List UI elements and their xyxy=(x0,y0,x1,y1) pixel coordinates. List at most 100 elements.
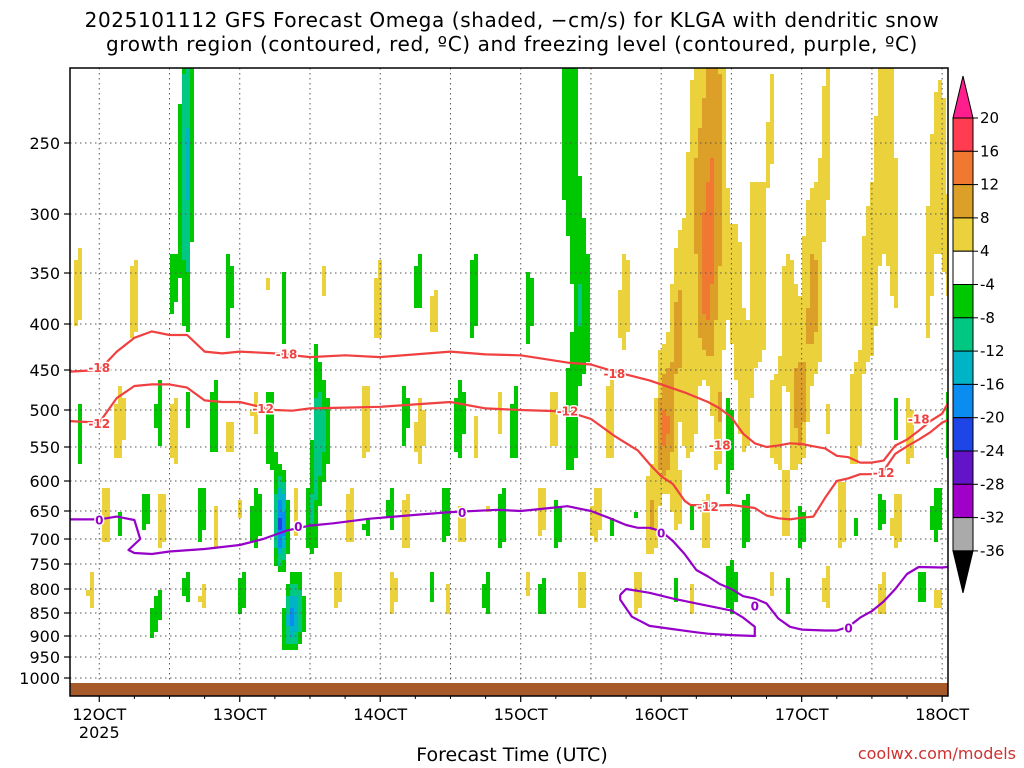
omega-cell xyxy=(318,470,322,476)
omega-cell xyxy=(678,356,682,362)
omega-cell xyxy=(486,596,490,602)
omega-cell xyxy=(178,170,182,176)
omega-cell xyxy=(566,374,570,380)
omega-cell xyxy=(894,170,898,176)
omega-cell xyxy=(474,254,478,260)
omega-cell xyxy=(514,404,518,410)
omega-cell xyxy=(374,314,378,320)
omega-cell xyxy=(690,404,694,410)
omega-cell xyxy=(718,158,722,164)
omega-cell xyxy=(938,194,942,200)
credit-link[interactable]: coolwx.com/models xyxy=(857,744,1016,763)
omega-cell xyxy=(826,590,830,596)
omega-cell xyxy=(366,428,370,434)
omega-cell xyxy=(714,146,718,152)
omega-cell xyxy=(698,374,702,380)
omega-cell xyxy=(666,368,670,374)
omega-cell xyxy=(658,464,662,470)
omega-cell xyxy=(722,128,726,134)
omega-cell xyxy=(578,236,582,242)
omega-cell xyxy=(702,314,706,320)
omega-cell xyxy=(798,410,802,416)
omega-cell xyxy=(778,404,782,410)
y-tick-label: 400 xyxy=(29,315,60,334)
omega-cell xyxy=(314,476,318,482)
omega-cell xyxy=(578,302,582,308)
omega-cell xyxy=(930,506,934,512)
omega-cell xyxy=(762,248,766,254)
omega-cell xyxy=(318,404,322,410)
omega-cell xyxy=(78,290,82,296)
omega-cell xyxy=(850,440,854,446)
omega-cell xyxy=(758,308,762,314)
omega-cell xyxy=(694,230,698,236)
omega-cell xyxy=(858,380,862,386)
omega-cell xyxy=(374,278,378,284)
omega-cell xyxy=(774,428,778,434)
omega-cell xyxy=(718,344,722,350)
omega-cell xyxy=(890,272,894,278)
omega-cell xyxy=(334,572,338,578)
omega-cell xyxy=(158,590,162,596)
omega-cell xyxy=(746,368,750,374)
omega-cell xyxy=(942,194,946,200)
omega-cell xyxy=(306,488,310,494)
omega-cell xyxy=(690,590,694,596)
omega-cell xyxy=(766,146,770,152)
omega-cell xyxy=(938,224,942,230)
omega-cell xyxy=(802,332,806,338)
omega-cell xyxy=(746,350,750,356)
omega-cell xyxy=(758,332,762,338)
omega-cell xyxy=(102,488,106,494)
omega-cell xyxy=(698,326,702,332)
omega-cell xyxy=(894,434,898,440)
omega-cell xyxy=(458,524,462,530)
omega-cell xyxy=(254,428,258,434)
omega-cell xyxy=(698,302,702,308)
omega-cell xyxy=(734,374,738,380)
omega-cell xyxy=(394,590,398,596)
omega-cell xyxy=(690,224,694,230)
omega-cell xyxy=(578,206,582,212)
omega-cell xyxy=(926,242,930,248)
omega-cell xyxy=(362,422,366,428)
omega-cell xyxy=(562,194,566,200)
omega-cell xyxy=(326,398,330,404)
colorbar-band xyxy=(952,184,974,219)
omega-cell xyxy=(350,530,354,536)
omega-cell xyxy=(766,152,770,158)
omega-cell xyxy=(882,578,886,584)
omega-cell xyxy=(798,524,802,530)
omega-cell xyxy=(938,80,942,86)
omega-cell xyxy=(746,326,750,332)
omega-cell xyxy=(878,152,882,158)
omega-cell xyxy=(882,68,886,74)
omega-cell xyxy=(258,524,262,530)
omega-cell xyxy=(514,452,518,458)
omega-cell xyxy=(714,260,718,266)
omega-cell xyxy=(134,320,138,326)
omega-cell xyxy=(238,578,242,584)
omega-cell xyxy=(562,158,566,164)
omega-cell xyxy=(738,422,742,428)
omega-cell xyxy=(726,596,730,602)
omega-cell xyxy=(822,158,826,164)
omega-cell xyxy=(430,572,434,578)
omega-cell xyxy=(714,86,718,92)
omega-cell xyxy=(114,440,118,446)
omega-cell xyxy=(590,512,594,518)
colorbar-tick-label: 20 xyxy=(980,109,999,127)
omega-cell xyxy=(538,584,542,590)
omega-cell xyxy=(926,236,930,242)
omega-cell xyxy=(562,104,566,110)
omega-cell xyxy=(798,446,802,452)
omega-cell xyxy=(702,212,706,218)
omega-cell xyxy=(758,278,762,284)
omega-cell xyxy=(578,326,582,332)
omega-cell xyxy=(702,332,706,338)
omega-cell xyxy=(266,452,270,458)
omega-cell xyxy=(686,410,690,416)
omega-cell xyxy=(938,176,942,182)
omega-cell xyxy=(794,338,798,344)
omega-cell xyxy=(694,368,698,374)
